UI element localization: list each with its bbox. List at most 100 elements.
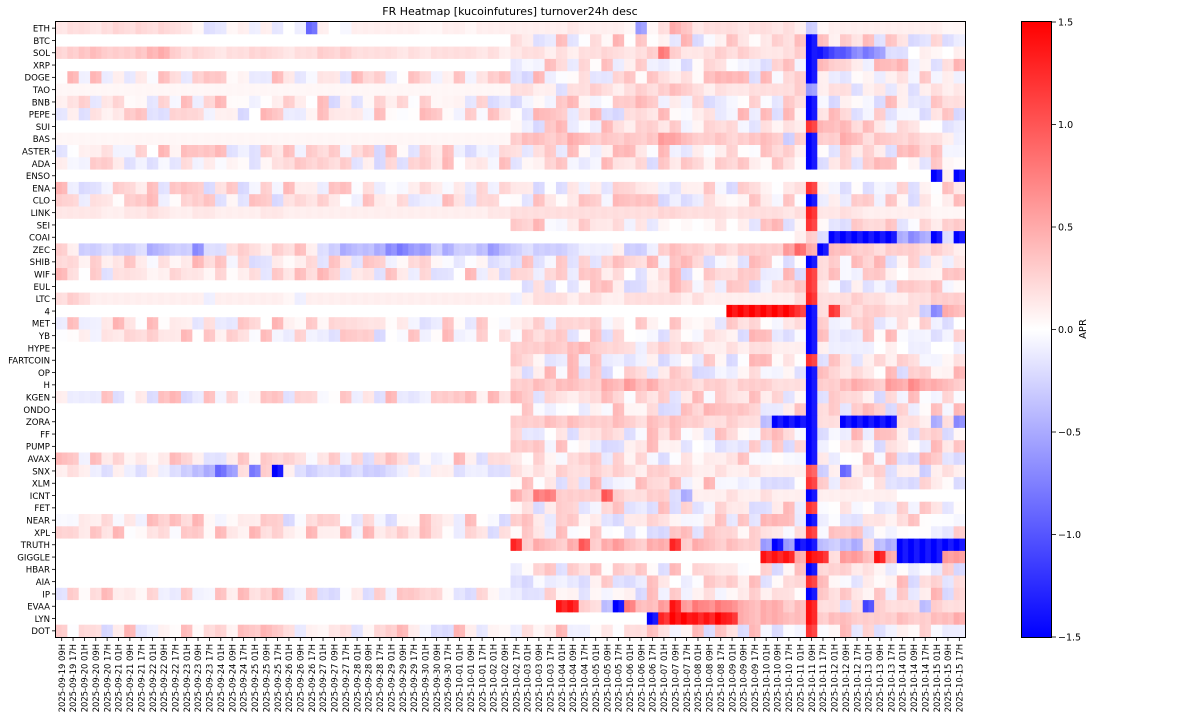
heatmap-cell bbox=[413, 83, 420, 97]
heatmap-cell bbox=[942, 206, 949, 220]
heatmap-cell bbox=[368, 280, 375, 293]
heatmap-cell bbox=[641, 120, 648, 134]
heatmap-cell bbox=[163, 280, 171, 293]
heatmap-cell bbox=[169, 71, 176, 84]
heatmap-cell bbox=[90, 145, 97, 158]
heatmap-cell bbox=[368, 22, 375, 35]
heatmap-cell bbox=[629, 132, 636, 146]
heatmap-cell bbox=[732, 366, 739, 380]
heatmap-cell bbox=[885, 181, 892, 195]
heatmap-cell bbox=[73, 255, 80, 269]
heatmap-cell bbox=[396, 181, 403, 195]
heatmap-cell bbox=[680, 231, 688, 244]
heatmap-cell bbox=[533, 366, 540, 380]
heatmap-cell bbox=[345, 391, 352, 404]
heatmap-cell bbox=[493, 194, 500, 207]
heatmap-cell bbox=[840, 280, 847, 293]
heatmap-cell bbox=[828, 22, 835, 35]
heatmap-cell bbox=[538, 120, 545, 134]
heatmap-cell bbox=[868, 145, 875, 158]
heatmap-cell bbox=[129, 329, 136, 343]
heatmap-cell bbox=[652, 280, 659, 293]
heatmap-cell bbox=[226, 329, 233, 343]
heatmap-cell bbox=[95, 194, 102, 207]
heatmap-cell bbox=[254, 95, 261, 109]
heatmap-cell bbox=[732, 243, 739, 257]
heatmap-cell bbox=[118, 95, 125, 109]
heatmap-cell bbox=[323, 157, 330, 170]
heatmap-cell bbox=[913, 317, 920, 330]
heatmap-cell bbox=[345, 255, 352, 269]
heatmap-cell bbox=[129, 317, 136, 330]
heatmap-cell bbox=[868, 206, 875, 220]
heatmap-cell bbox=[879, 292, 886, 306]
heatmap-cell bbox=[56, 95, 63, 109]
heatmap-cell bbox=[203, 157, 210, 170]
heatmap-cell bbox=[430, 243, 438, 257]
heatmap-cell bbox=[715, 145, 722, 158]
heatmap-cell bbox=[590, 329, 597, 343]
heatmap-cell bbox=[578, 329, 585, 343]
heatmap-cell bbox=[288, 391, 296, 404]
heatmap-cell bbox=[805, 292, 813, 306]
heatmap-cell bbox=[368, 145, 375, 158]
heatmap-cell bbox=[851, 58, 858, 72]
heatmap-cell bbox=[243, 22, 250, 35]
heatmap-cell bbox=[777, 169, 784, 183]
heatmap-cell bbox=[817, 304, 824, 318]
heatmap-cell bbox=[220, 341, 227, 355]
heatmap-cell bbox=[300, 341, 307, 355]
heatmap-cell bbox=[794, 145, 801, 158]
heatmap-cell bbox=[771, 329, 778, 343]
heatmap-cell bbox=[862, 157, 869, 170]
heatmap-cell bbox=[641, 71, 648, 84]
heatmap-cell bbox=[232, 255, 239, 269]
heatmap-cell bbox=[629, 218, 636, 232]
heatmap-cell bbox=[249, 108, 256, 121]
heatmap-cell bbox=[891, 304, 898, 318]
heatmap-cell bbox=[175, 22, 182, 35]
heatmap-cell bbox=[232, 145, 239, 158]
heatmap-cell bbox=[385, 255, 392, 269]
heatmap-cell bbox=[663, 46, 670, 60]
heatmap-cell bbox=[266, 304, 273, 318]
heatmap-cell bbox=[794, 329, 801, 343]
heatmap-cell bbox=[90, 231, 97, 244]
heatmap-cell bbox=[226, 34, 233, 47]
heatmap-cell bbox=[925, 169, 932, 183]
heatmap-cell bbox=[294, 194, 301, 207]
heatmap-cell bbox=[482, 120, 489, 134]
heatmap-cell bbox=[198, 403, 205, 416]
heatmap-cell bbox=[379, 132, 386, 146]
heatmap-cell bbox=[828, 120, 835, 134]
heatmap-cell bbox=[800, 181, 807, 195]
heatmap-cell bbox=[646, 181, 653, 195]
heatmap-cell bbox=[203, 231, 210, 244]
heatmap-cell bbox=[521, 292, 528, 306]
heatmap-cell bbox=[186, 95, 193, 109]
heatmap-cell bbox=[538, 181, 545, 195]
heatmap-cell bbox=[550, 71, 557, 84]
heatmap-cell bbox=[215, 231, 222, 244]
heatmap-cell bbox=[294, 231, 301, 244]
heatmap-cell bbox=[345, 292, 352, 306]
heatmap-cell bbox=[141, 34, 148, 47]
heatmap-cell bbox=[766, 391, 773, 404]
heatmap-cell bbox=[294, 378, 301, 392]
heatmap-cell bbox=[226, 194, 233, 207]
chart-title: FR Heatmap [kucoinfutures] turnover24h d… bbox=[382, 5, 637, 18]
heatmap-cell bbox=[482, 71, 489, 84]
heatmap-cell bbox=[612, 292, 619, 306]
heatmap-cell bbox=[663, 71, 670, 84]
heatmap-cell bbox=[942, 268, 949, 281]
heatmap-cell bbox=[777, 83, 784, 97]
heatmap-cell bbox=[482, 231, 489, 244]
heatmap-cell bbox=[271, 218, 278, 232]
heatmap-cell bbox=[947, 280, 955, 293]
heatmap-cell bbox=[732, 354, 739, 367]
heatmap-cell bbox=[334, 366, 341, 380]
heatmap-cell bbox=[635, 181, 642, 195]
heatmap-cell bbox=[749, 341, 756, 355]
heatmap-cell bbox=[442, 108, 449, 121]
heatmap-cell bbox=[544, 169, 551, 183]
